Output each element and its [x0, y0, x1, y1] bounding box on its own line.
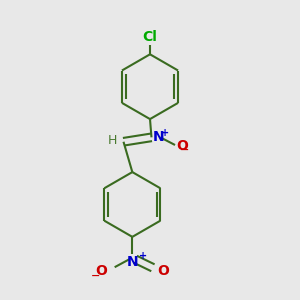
Text: O: O	[157, 264, 169, 278]
Text: Cl: Cl	[142, 30, 158, 44]
Text: N: N	[153, 130, 165, 144]
Text: −: −	[180, 145, 189, 155]
Text: +: +	[161, 128, 169, 138]
Text: O: O	[176, 139, 188, 153]
Text: +: +	[139, 251, 147, 261]
Text: N: N	[127, 255, 138, 269]
Text: H: H	[108, 134, 117, 147]
Text: O: O	[95, 264, 107, 278]
Text: −: −	[91, 271, 101, 281]
